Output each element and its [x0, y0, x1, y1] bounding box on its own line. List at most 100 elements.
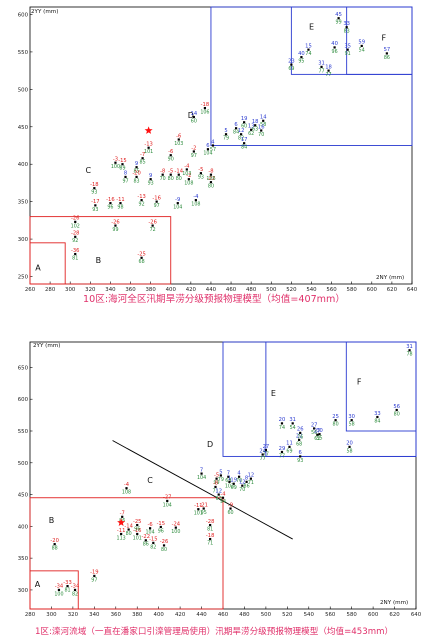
- y-tick-label: 500: [18, 461, 29, 467]
- data-point-index-label: 101: [144, 149, 153, 155]
- data-point-index-label: 90: [168, 157, 174, 163]
- chart2-ylabel: 2YY (mm): [33, 343, 60, 349]
- zone-f-label: F: [382, 34, 387, 43]
- data-point-marker: [221, 496, 225, 499]
- zone-a-label: A: [35, 264, 41, 273]
- data-point-index-label: 97: [154, 203, 160, 209]
- data-point-value-label: -15: [118, 158, 126, 164]
- data-point-marker: [127, 528, 130, 531]
- data-point-value-label: 56: [393, 404, 400, 410]
- data-point-index-label: 83: [134, 178, 140, 184]
- data-point-index-label: 88: [52, 546, 58, 552]
- data-point-value-label: -24: [172, 521, 181, 527]
- x-tick-label: 500: [261, 612, 272, 618]
- data-point-marker: [232, 482, 235, 485]
- data-point-marker: [93, 187, 96, 190]
- data-point-value-label: -4: [220, 492, 226, 498]
- data-point-value-label: -26: [160, 539, 168, 545]
- data-point-value-label: 5: [219, 469, 222, 475]
- y-tick-label: 500: [18, 87, 29, 93]
- chart1-plot-area: 260 280 300 320 340 360 380 400 420 440 460 480 500 5…: [18, 6, 418, 293]
- data-point-index-label: 96: [332, 49, 338, 55]
- data-point-marker: [234, 127, 238, 130]
- data-point-marker: [214, 485, 217, 489]
- data-point-value-label: -21: [199, 502, 207, 508]
- data-point-index-label: 98: [117, 205, 123, 211]
- data-point-index-label: 60: [191, 118, 197, 124]
- data-point-value-label: 27: [311, 422, 318, 428]
- current-year-star-marker: [144, 126, 153, 134]
- data-point-value-label: 40: [331, 41, 338, 47]
- data-point-index-label: 84: [374, 418, 380, 424]
- data-point-marker: [187, 178, 190, 181]
- data-point-index-label: 56: [311, 430, 317, 436]
- data-point-value-label: 20: [279, 417, 286, 423]
- data-point-index-label: 93: [297, 458, 303, 464]
- data-point-marker: [199, 172, 202, 175]
- data-point-marker: [174, 526, 177, 529]
- data-point-index-label: 97: [122, 178, 128, 184]
- data-point-value-label: -5: [198, 167, 203, 173]
- data-point-value-label: 30: [348, 414, 355, 420]
- data-point-marker: [155, 200, 158, 203]
- data-point-marker: [360, 44, 363, 48]
- data-point-index-label: 104: [146, 530, 155, 536]
- data-point-marker: [169, 173, 172, 176]
- data-point-marker: [121, 515, 124, 518]
- data-point-index-label: 63: [252, 127, 258, 133]
- data-point-index-label: 78: [407, 352, 413, 358]
- data-point-value-label: -16: [152, 195, 160, 201]
- data-point-index-label: 69: [286, 448, 292, 454]
- data-point-index-label: 104: [173, 205, 182, 211]
- data-point-index-label: 69: [288, 66, 294, 72]
- data-point-value-label: 12: [215, 488, 222, 494]
- data-point-value-label: 6: [206, 143, 209, 149]
- data-point-index-label: 82: [238, 136, 244, 142]
- data-point-index-label: 54: [290, 425, 296, 431]
- data-point-marker: [318, 433, 321, 436]
- x-tick-label: 400: [166, 287, 177, 293]
- data-point-value-label: -2: [186, 173, 191, 179]
- data-point-value-label: -9: [175, 197, 180, 203]
- data-point-marker: [140, 256, 143, 259]
- data-point-index-label: 101: [133, 535, 142, 541]
- data-point-index-label: 81: [207, 526, 213, 532]
- y-tick-label: 600: [18, 397, 29, 403]
- data-point-marker: [280, 450, 284, 454]
- data-point-marker: [288, 445, 291, 448]
- y-tick-label: 300: [18, 237, 29, 243]
- data-point-marker: [333, 46, 336, 49]
- data-point-value-label: -18: [201, 102, 209, 108]
- data-point-value-label: -17: [91, 199, 99, 205]
- data-point-value-label: -27: [163, 495, 171, 501]
- data-point-value-label: 31: [289, 417, 296, 423]
- x-tick-label: 500: [266, 287, 277, 293]
- data-point-value-label: -14: [124, 523, 133, 529]
- data-point-index-label: 81: [72, 255, 78, 261]
- data-point-marker: [136, 523, 139, 527]
- data-point-value-label: 45: [335, 12, 342, 18]
- data-point-index-label: 71: [207, 540, 213, 546]
- data-point-marker: [243, 121, 246, 124]
- data-point-marker: [254, 124, 257, 127]
- zone-e-boundary: [265, 341, 417, 457]
- data-point-value-label: 12: [239, 479, 246, 485]
- data-point-marker: [120, 532, 123, 536]
- data-point-value-label: 57: [384, 47, 391, 53]
- x-tick-label: 600: [368, 612, 379, 618]
- data-point-value-label: 31: [406, 344, 413, 350]
- data-point-marker: [249, 477, 252, 480]
- data-point-index-label: 63: [216, 496, 222, 502]
- data-point-value-label: 35: [344, 43, 351, 49]
- data-point-value-label: 7: [227, 471, 230, 477]
- data-point-marker: [136, 532, 139, 536]
- y-tick-label: 350: [18, 200, 29, 206]
- data-point-index-label: 77: [263, 451, 269, 457]
- x-tick-label: 560: [325, 612, 336, 618]
- data-point-value-label: -25: [133, 519, 141, 525]
- data-point-marker: [228, 480, 231, 483]
- data-point-index-label: 79: [223, 136, 229, 142]
- data-point-value-label: 8: [245, 476, 248, 482]
- data-point-marker: [290, 63, 293, 66]
